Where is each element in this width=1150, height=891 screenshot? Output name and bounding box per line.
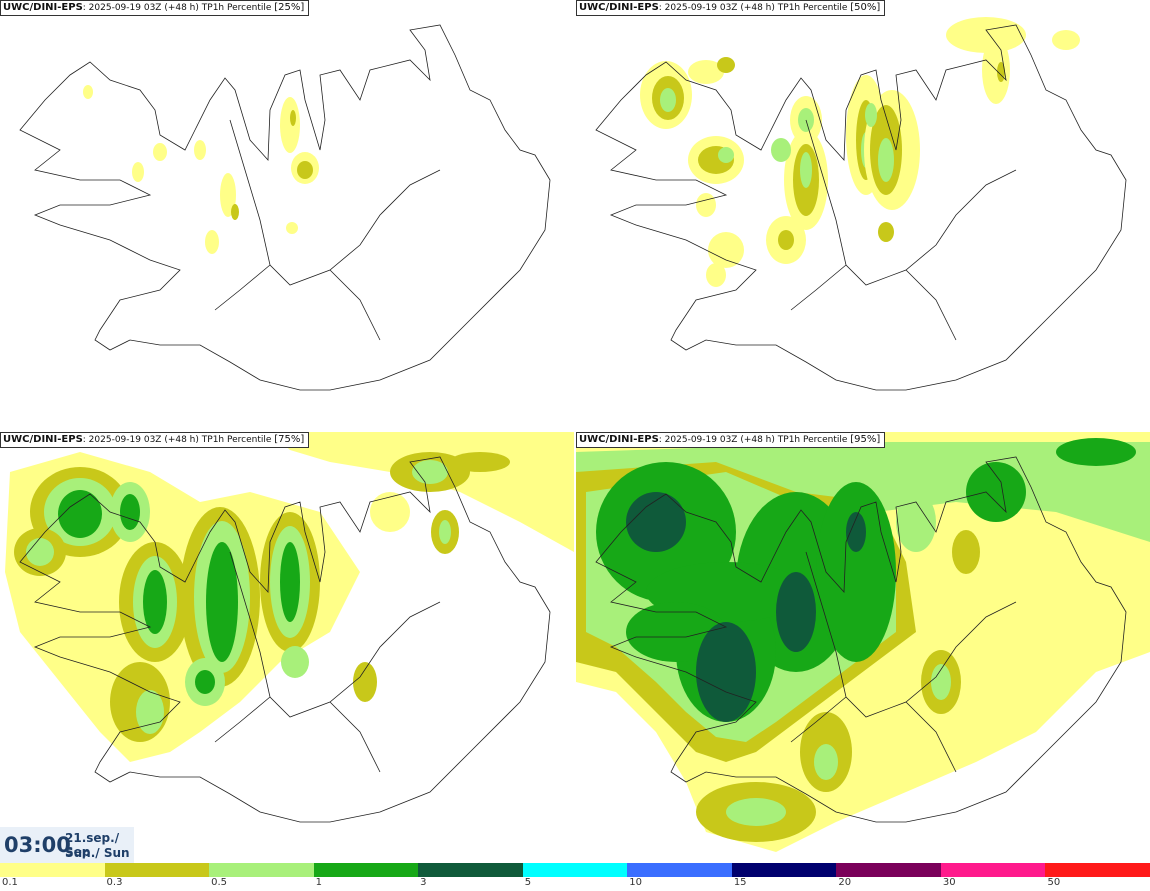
colorbar-segment bbox=[627, 863, 732, 877]
iceland-coastline bbox=[19, 456, 551, 823]
colorbar-tick-label: 1 bbox=[315, 877, 322, 888]
panel-title: UWC/DINI-EPS: 2025-09-19 03Z (+48 h) TP1… bbox=[0, 0, 310, 16]
valid-time-clock: 03:00 bbox=[4, 833, 71, 857]
map-canvas bbox=[19, 24, 551, 391]
map-canvas bbox=[595, 17, 1127, 391]
iceland-coastline bbox=[19, 24, 551, 391]
valid-date: 21.sep./ Sep bbox=[65, 831, 120, 859]
colorbar-segment bbox=[313, 863, 419, 877]
precip-field bbox=[640, 17, 1080, 287]
colorbar-tick-label: 15 bbox=[733, 877, 747, 888]
colorbar-segment bbox=[940, 863, 1046, 877]
valid-day: Sun./ Sun bbox=[65, 846, 130, 860]
colorbar-legend bbox=[0, 863, 1150, 877]
precip-field bbox=[5, 432, 574, 762]
colorbar-tick-label: 5 bbox=[524, 877, 532, 888]
colorbar-segment bbox=[0, 863, 105, 877]
colorbar-segment bbox=[522, 863, 628, 877]
map-canvas bbox=[576, 432, 1150, 852]
map-canvas bbox=[5, 432, 574, 823]
colorbar-tick-label: 20 bbox=[838, 877, 852, 888]
panel-title: UWC/DINI-EPS: 2025-09-19 03Z (+48 h) TP1… bbox=[576, 0, 886, 16]
map-panel-p75: UWC/DINI-EPS: 2025-09-19 03Z (+48 h) TP1… bbox=[0, 432, 574, 862]
colorbar-segment bbox=[1045, 863, 1150, 877]
colorbar-segment bbox=[209, 863, 314, 877]
iceland-coastline bbox=[595, 24, 1127, 391]
colorbar-segment bbox=[104, 863, 210, 877]
map-panel-p95: UWC/DINI-EPS: 2025-09-19 03Z (+48 h) TP1… bbox=[576, 432, 1150, 862]
panel-title: UWC/DINI-EPS: 2025-09-19 03Z (+48 h) TP1… bbox=[0, 432, 310, 448]
colorbar-tick-label: 3 bbox=[420, 877, 427, 888]
iceland-coastline bbox=[595, 456, 1127, 823]
colorbar-tick-label: 10 bbox=[629, 877, 642, 888]
colorbar-tick-label: 0.1 bbox=[2, 877, 18, 888]
map-panel-p25: UWC/DINI-EPS: 2025-09-19 03Z (+48 h) TP1… bbox=[0, 0, 574, 430]
colorbar-tick-label: 50 bbox=[1047, 877, 1061, 888]
colorbar-tick-label: 0.3 bbox=[106, 877, 123, 888]
colorbar-ticks: 0.1 0.3 0.5 1 3 5 10 15 20 30 50 bbox=[0, 877, 1150, 891]
panel-title: UWC/DINI-EPS: 2025-09-19 03Z (+48 h) TP1… bbox=[576, 432, 886, 448]
valid-time-box: 03:00 21.sep./ Sep Sun./ Sun bbox=[0, 827, 134, 863]
precip-field bbox=[83, 85, 319, 254]
colorbar-tick-label: 0.5 bbox=[211, 877, 227, 888]
precip-field bbox=[576, 432, 1150, 852]
colorbar-segment bbox=[418, 863, 523, 877]
map-panel-p50: UWC/DINI-EPS: 2025-09-19 03Z (+48 h) TP1… bbox=[576, 0, 1150, 430]
colorbar-segment bbox=[731, 863, 837, 877]
colorbar-segment bbox=[836, 863, 941, 877]
colorbar-tick-label: 30 bbox=[942, 877, 956, 888]
